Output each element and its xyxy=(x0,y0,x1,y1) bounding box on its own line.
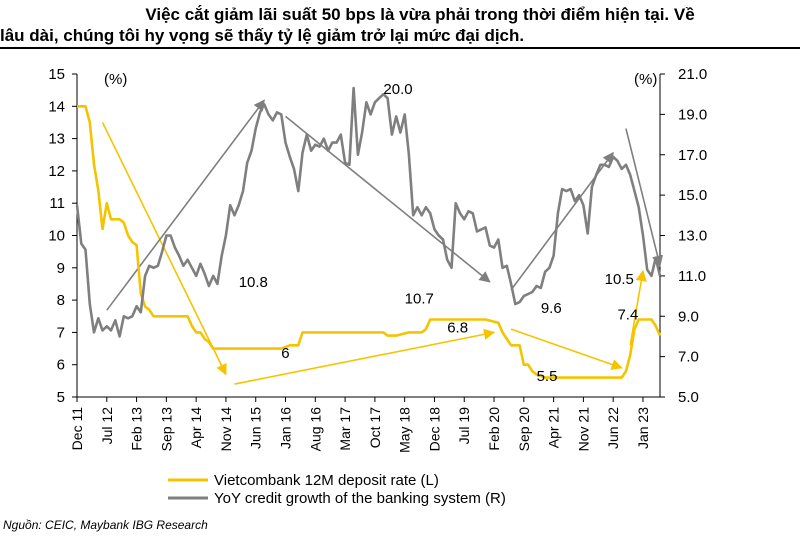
data-label: 10.7 xyxy=(405,290,434,307)
deposit-rate-line xyxy=(77,104,662,379)
deposit-trend-arrow xyxy=(234,328,496,385)
x-tick-label: Oct 17 xyxy=(367,407,383,448)
y-right-tick-label: 9.0 xyxy=(678,308,699,325)
annotations: 20.0 10.8 10.7 9.6 10.5 6 6.8 5.5 7.4 xyxy=(239,81,639,385)
y-left-tick-label: 10 xyxy=(48,228,65,245)
x-tick-label: Jan 16 xyxy=(278,407,294,449)
credit-trend-arrow xyxy=(625,128,664,267)
data-label: 20.0 xyxy=(383,81,412,98)
deposit-trend-arrow xyxy=(629,269,647,346)
data-label: 9.6 xyxy=(541,300,562,317)
y-right-tick-label: 13.0 xyxy=(678,228,707,245)
x-tick-label: Jun 15 xyxy=(248,407,264,449)
credit-trend-arrow xyxy=(106,99,265,311)
x-tick-label: Dec 11 xyxy=(69,407,85,451)
credit-growth-line xyxy=(75,86,662,338)
x-tick-label: Jun 22 xyxy=(605,407,621,449)
x-tick-label: Nov 14 xyxy=(218,407,234,452)
x-tick-label: Feb 20 xyxy=(486,407,502,451)
y-right-tick-label: 5.0 xyxy=(678,389,699,406)
chart-title: Việc cắt giảm lãi suất 50 bps là vừa phả… xyxy=(0,4,800,46)
y-left-tick-label: 9 xyxy=(57,260,65,277)
y-right-tick-label: 17.0 xyxy=(678,147,707,164)
title-rule xyxy=(0,47,800,49)
data-label: 6 xyxy=(281,345,289,362)
x-tick-label: Dec 18 xyxy=(426,407,442,452)
legend-label-credit: YoY credit growth of the banking system … xyxy=(214,490,506,507)
legend: Vietcombank 12M deposit rate (L)YoY cred… xyxy=(168,472,506,507)
x-tick-label: Jul 12 xyxy=(99,407,115,445)
y-left-tick-label: 5 xyxy=(57,389,65,406)
y-left-tick-label: 13 xyxy=(48,131,65,148)
x-tick-label: Sep 13 xyxy=(158,407,174,452)
y-right-tick-label: 7.0 xyxy=(678,349,699,366)
y-left-tick-label: 12 xyxy=(48,163,65,180)
trend-arrows xyxy=(101,99,664,385)
x-tick-label: May 18 xyxy=(397,407,413,453)
x-tick-label: Mar 17 xyxy=(337,407,353,451)
y-left-tick-label: 11 xyxy=(49,195,65,212)
x-tick-label: Feb 13 xyxy=(129,407,145,451)
y-left-unit: (%) xyxy=(104,71,127,88)
data-label: 10.5 xyxy=(605,271,634,288)
y-right-unit: (%) xyxy=(634,71,657,88)
x-tick-label: Sep 20 xyxy=(516,407,532,452)
data-label: 10.8 xyxy=(239,274,268,291)
y-right-tick-label: 21.0 xyxy=(678,66,707,83)
series-lines xyxy=(75,86,662,379)
x-tick-label: Aug 16 xyxy=(307,407,323,452)
y-right-tick-label: 11.0 xyxy=(678,268,706,285)
title-line-1: Việc cắt giảm lãi suất 50 bps là vừa phả… xyxy=(145,5,695,24)
y-right-tick-label: 19.0 xyxy=(678,106,707,123)
data-label: 6.8 xyxy=(447,319,468,336)
chart-canvas: 5 6 7 8 9 10 11 12 13 14 15 (%) 5.0 7.0 9.0 11.0 13.0 15.… xyxy=(48,66,707,507)
x-tick-label: Apr 21 xyxy=(546,407,562,448)
y-left-tick-label: 15 xyxy=(48,66,65,83)
axes: 5 6 7 8 9 10 11 12 13 14 15 (%) 5.0 7.0 9.0 11.0 13.0 15.… xyxy=(48,66,707,453)
y-left-tick-label: 14 xyxy=(48,98,65,115)
x-tick-label: Jan 23 xyxy=(635,407,651,449)
x-tick-label: Jul 19 xyxy=(456,407,472,445)
x-tick-label: Apr 14 xyxy=(188,407,204,448)
deposit-trend-arrow xyxy=(510,328,623,370)
y-left-tick-label: 8 xyxy=(57,292,65,309)
data-label: 7.4 xyxy=(617,306,638,323)
data-label: 5.5 xyxy=(537,368,558,385)
legend-label-deposit: Vietcombank 12M deposit rate (L) xyxy=(214,472,439,489)
x-tick-label: Nov 21 xyxy=(575,407,591,452)
title-line-2: lâu dài, chúng tôi hy vọng sẽ thấy tỷ lệ… xyxy=(0,26,525,45)
source-note: Nguồn: CEIC, Maybank IBG Research xyxy=(3,518,208,532)
y-left-tick-label: 7 xyxy=(57,324,65,341)
y-right-tick-label: 15.0 xyxy=(678,187,707,204)
credit-trend-arrow xyxy=(285,115,491,283)
y-left-tick-label: 6 xyxy=(57,357,65,374)
